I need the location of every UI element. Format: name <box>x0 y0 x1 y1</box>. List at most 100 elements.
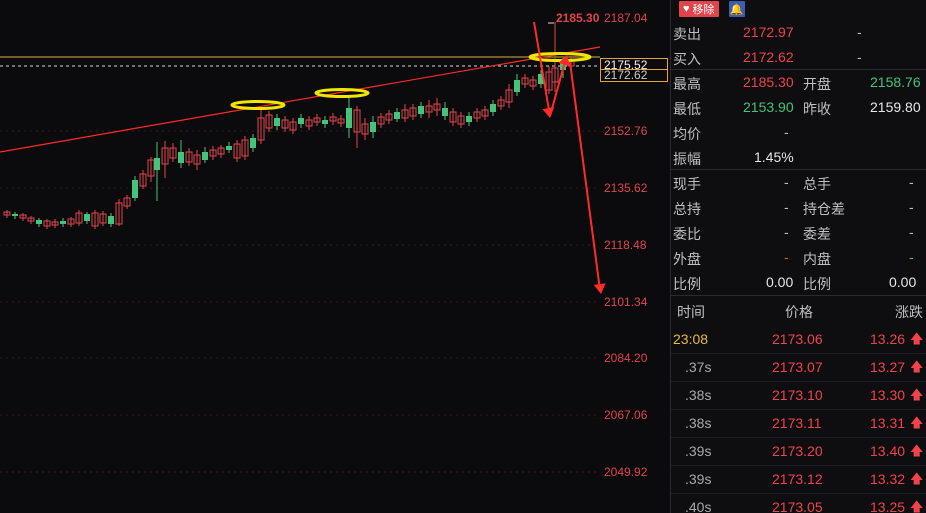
total-vol-label: 总手 <box>803 176 831 192</box>
tick-time: .40s <box>685 499 712 513</box>
ticks-header-time: 时间 <box>677 304 705 320</box>
bell-icon: 🔔 <box>729 3 744 16</box>
ratio1-value: 0.00 <box>766 274 794 290</box>
up-arrow-icon: 🡅 <box>910 499 924 513</box>
candlestick-chart[interactable] <box>0 0 670 513</box>
candle-body <box>394 112 400 119</box>
candle-body <box>154 158 160 170</box>
axis-label: 2187.04 <box>604 11 648 25</box>
touch-point-marker <box>230 100 286 110</box>
candle-body <box>497 99 505 107</box>
tick-change: 13.40 <box>870 443 906 459</box>
tick-row[interactable]: .38s 2173.10 13.30 🡅 <box>671 382 926 410</box>
candle-body <box>418 106 424 114</box>
sell-price: 2172.97 <box>743 24 794 40</box>
candle-body <box>169 147 177 159</box>
outer-inner-row: 外盘 - 内盘 - <box>671 245 926 270</box>
candle-body <box>257 117 265 141</box>
remove-button[interactable]: ♥ 移除 <box>679 1 719 17</box>
up-arrow-icon: 🡅 <box>910 443 924 458</box>
order-row: 委比 - 委差 - <box>671 220 926 245</box>
up-arrow-icon: 🡅 <box>910 415 924 430</box>
alert-bell-button[interactable]: 🔔 <box>728 1 745 17</box>
candle-body <box>457 115 465 125</box>
touch-point-marker <box>528 52 592 62</box>
now-vol-label: 现手 <box>673 176 701 192</box>
arrow-head <box>593 283 606 294</box>
open-value: 2158.76 <box>870 74 921 90</box>
ratio2-label: 比例 <box>803 276 831 292</box>
candle-body <box>250 138 256 148</box>
axis-label: 2067.06 <box>604 408 648 422</box>
candle-body <box>521 77 529 85</box>
candle-body <box>108 216 114 224</box>
tick-change: 13.31 <box>870 415 906 431</box>
order-ratio-label: 委比 <box>673 226 701 242</box>
annotation-arrow <box>549 57 567 117</box>
candle-body <box>551 67 559 83</box>
candle-body <box>442 108 448 116</box>
tick-change: 13.26 <box>870 331 906 347</box>
candle-body <box>91 212 99 227</box>
ticks-header-change: 涨跌 <box>895 304 923 320</box>
tick-row[interactable]: .40s 2173.05 13.25 🡅 <box>671 494 926 513</box>
candle-body <box>123 197 131 207</box>
axis-label: 2101.34 <box>604 295 648 309</box>
buy-price: 2172.62 <box>743 49 794 65</box>
inner-value: - <box>909 249 914 265</box>
candle-body <box>161 147 169 165</box>
open-label: 开盘 <box>803 76 831 92</box>
tick-price: 2173.10 <box>772 387 823 403</box>
candle-body <box>305 119 313 127</box>
price-chart[interactable]: 2185.30 2187.04 2175.52 2172.62 2152.76 … <box>0 0 670 513</box>
tick-row[interactable]: .37s 2173.07 13.27 🡅 <box>671 354 926 382</box>
divider <box>671 69 926 70</box>
up-arrow-icon: 🡅 <box>910 471 924 486</box>
axis-label: 2084.20 <box>604 351 648 365</box>
candle-body <box>36 220 42 224</box>
candle-body <box>401 109 409 119</box>
candle-body <box>337 118 345 124</box>
amplitude-row: 振幅 1.45% <box>671 145 926 170</box>
candle-body <box>226 146 232 150</box>
sell-label: 卖出 <box>673 26 701 42</box>
tick-row[interactable]: .38s 2173.11 13.31 🡅 <box>671 410 926 438</box>
tick-time: .37s <box>685 359 712 375</box>
candle-body <box>233 143 241 159</box>
high-label: 最高 <box>673 76 701 92</box>
amplitude-value: 1.45% <box>754 149 794 165</box>
touch-point-marker <box>314 88 370 98</box>
avg-label: 均价 <box>673 126 701 142</box>
sell-volume: - <box>857 24 862 40</box>
candle-body <box>370 122 376 132</box>
annotation-arrow <box>569 61 601 291</box>
candle-body <box>481 109 489 117</box>
buy-volume: - <box>857 49 862 65</box>
up-arrow-icon: 🡅 <box>910 331 924 346</box>
volume-row: 现手 - 总手 - <box>671 170 926 195</box>
candle-body <box>178 152 184 163</box>
hold-diff-label: 持仓差 <box>803 201 845 217</box>
candle-body <box>202 152 208 160</box>
hold-diff-value: - <box>909 199 914 215</box>
high-value: 2185.30 <box>743 74 794 90</box>
tick-price: 2173.20 <box>772 443 823 459</box>
prev-close-label: 昨收 <box>803 101 831 117</box>
tick-price: 2173.07 <box>772 359 823 375</box>
total-hold-label: 总持 <box>673 201 701 217</box>
tick-price: 2173.11 <box>772 415 822 431</box>
candle-body <box>514 80 520 92</box>
tick-row[interactable]: 23:08 2173.06 13.26 🡅 <box>671 326 926 354</box>
now-vol-value: - <box>784 174 789 190</box>
last-price-tag: 2175.52 <box>600 58 668 72</box>
sell-row: 卖出 2172.97 - <box>671 20 926 45</box>
axis-label: 2118.48 <box>604 238 647 252</box>
tick-row[interactable]: .39s 2173.20 13.40 🡅 <box>671 438 926 466</box>
trend-line <box>0 46 601 153</box>
candle-body <box>75 212 83 224</box>
candle-body <box>265 114 273 129</box>
candle-body <box>274 118 280 126</box>
order-ratio-value: - <box>784 224 789 240</box>
tick-row[interactable]: .39s 2173.12 13.32 🡅 <box>671 466 926 494</box>
prev-price-tag: 2172.62 <box>600 69 668 82</box>
